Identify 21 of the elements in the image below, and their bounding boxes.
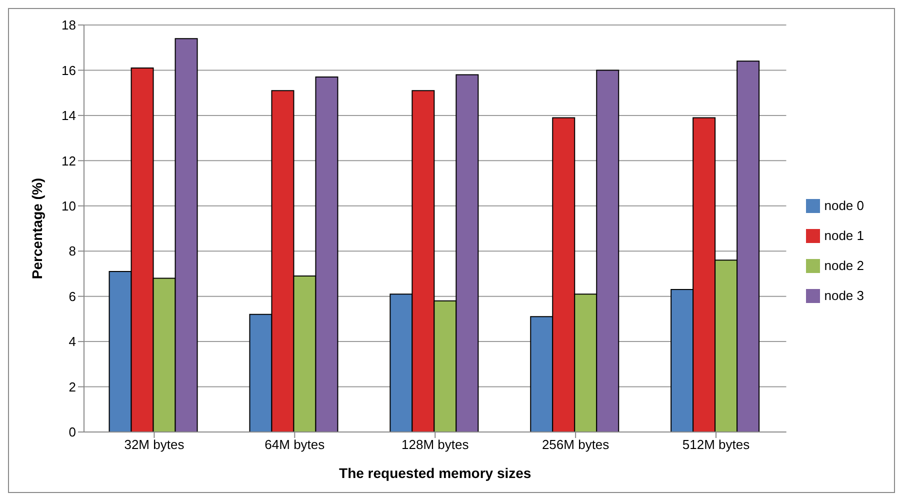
legend-label: node 3	[824, 288, 864, 302]
x-tick-label: 32M bytes	[124, 437, 185, 452]
x-tick-label: 64M bytes	[264, 437, 326, 452]
y-tick-label: 6	[68, 288, 76, 304]
y-tick-label: 14	[62, 108, 76, 124]
x-tick-label: 256M bytes	[542, 437, 610, 452]
y-tick-label: 0	[68, 424, 76, 440]
y-tick-label: 10	[62, 198, 76, 214]
x-tick-label: 128M bytes	[402, 437, 470, 452]
y-tick-label: 2	[68, 379, 76, 394]
x-axis-title: The requested memory sizes	[339, 465, 532, 481]
legend-label: node 2	[824, 258, 864, 272]
y-tick-label: 8	[68, 244, 76, 259]
legend-label: node 0	[824, 198, 864, 212]
y-axis-title: Percentage (%)	[28, 178, 45, 280]
y-tick-label: 12	[62, 153, 76, 168]
y-tick-label: 4	[68, 334, 76, 350]
x-tick-label: 512M bytes	[682, 437, 750, 452]
y-tick-label: 18	[62, 18, 76, 33]
y-tick-label: 16	[62, 62, 76, 78]
legend-label: node 1	[824, 228, 864, 242]
